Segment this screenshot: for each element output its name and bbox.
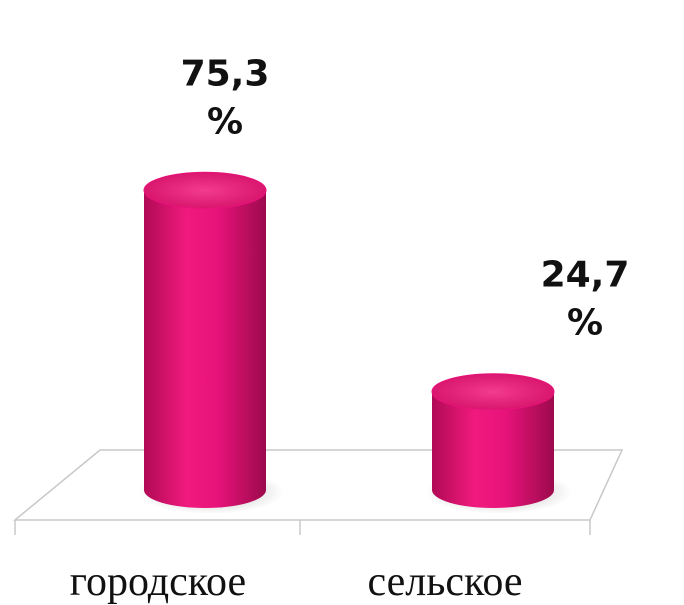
bar-top bbox=[143, 171, 267, 209]
bar bbox=[143, 171, 267, 508]
bar-body bbox=[144, 190, 266, 508]
x-tick-label: сельское bbox=[368, 559, 523, 605]
bar bbox=[431, 373, 555, 508]
bar-top bbox=[431, 373, 555, 411]
value-label: 75,3% bbox=[181, 53, 270, 142]
x-tick-label: городское bbox=[70, 559, 246, 605]
value-label: 24,7% bbox=[541, 255, 630, 344]
bar-body bbox=[432, 391, 554, 508]
